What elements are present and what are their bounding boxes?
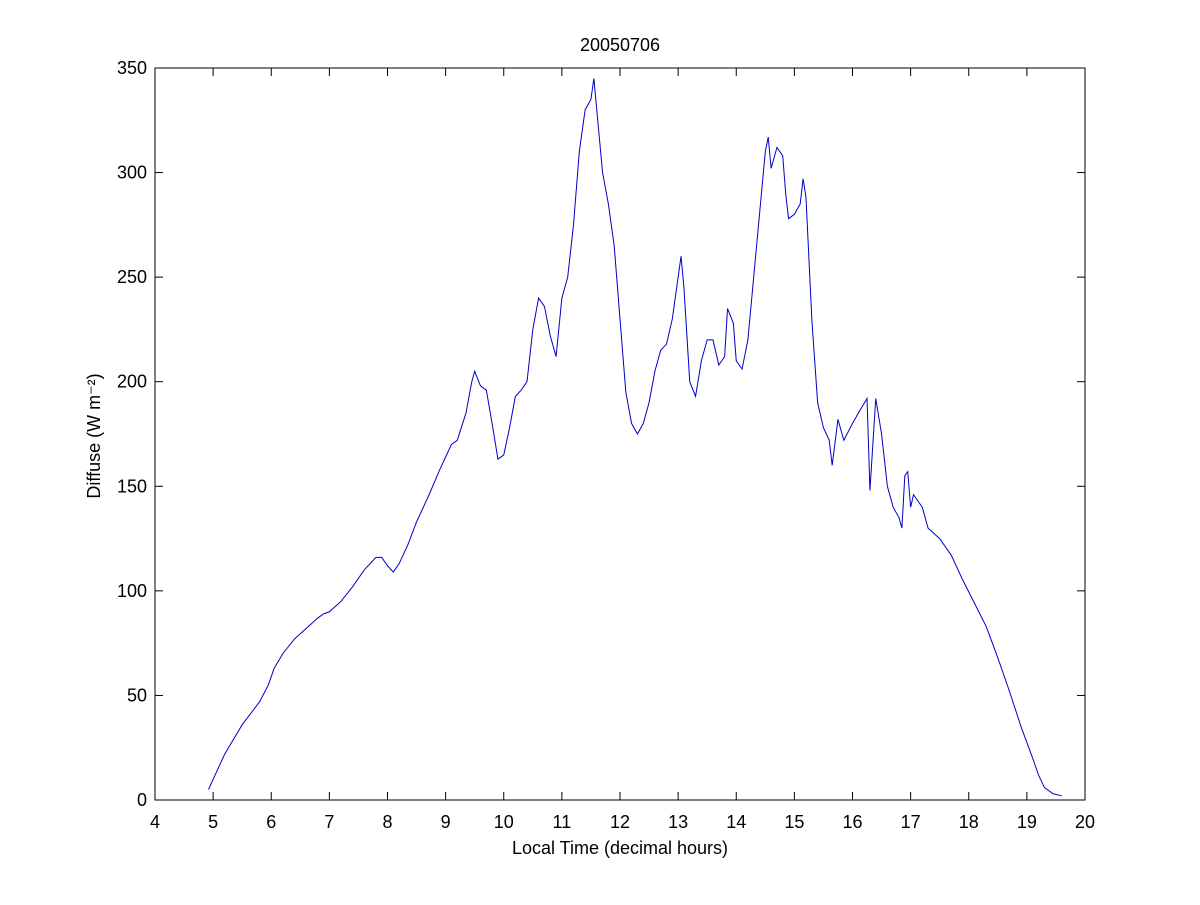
y-tick-label: 300: [117, 163, 147, 183]
x-tick-label: 16: [842, 812, 862, 832]
x-tick-label: 19: [1017, 812, 1037, 832]
x-tick-label: 20: [1075, 812, 1095, 832]
y-tick-label: 100: [117, 581, 147, 601]
x-tick-label: 8: [382, 812, 392, 832]
x-tick-label: 4: [150, 812, 160, 832]
y-tick-label: 250: [117, 267, 147, 287]
y-tick-label: 150: [117, 476, 147, 496]
y-tick-label: 200: [117, 372, 147, 392]
x-tick-label: 13: [668, 812, 688, 832]
y-axis-label: Diffuse (W m⁻²): [84, 373, 104, 498]
y-tick-label: 0: [137, 790, 147, 810]
x-tick-label: 15: [784, 812, 804, 832]
chart-title: 20050706: [580, 35, 660, 55]
x-tick-label: 9: [441, 812, 451, 832]
y-tick-label: 50: [127, 685, 147, 705]
x-tick-label: 11: [553, 812, 572, 832]
x-tick-label: 14: [726, 812, 746, 832]
x-tick-label: 17: [901, 812, 921, 832]
x-tick-label: 7: [324, 812, 334, 832]
x-tick-label: 6: [266, 812, 276, 832]
x-axis-label: Local Time (decimal hours): [512, 838, 728, 858]
data-line: [208, 78, 1062, 797]
y-tick-label: 350: [117, 58, 147, 78]
x-tick-label: 5: [208, 812, 218, 832]
x-tick-label: 12: [610, 812, 630, 832]
x-tick-label: 18: [959, 812, 979, 832]
x-tick-label: 10: [494, 812, 514, 832]
